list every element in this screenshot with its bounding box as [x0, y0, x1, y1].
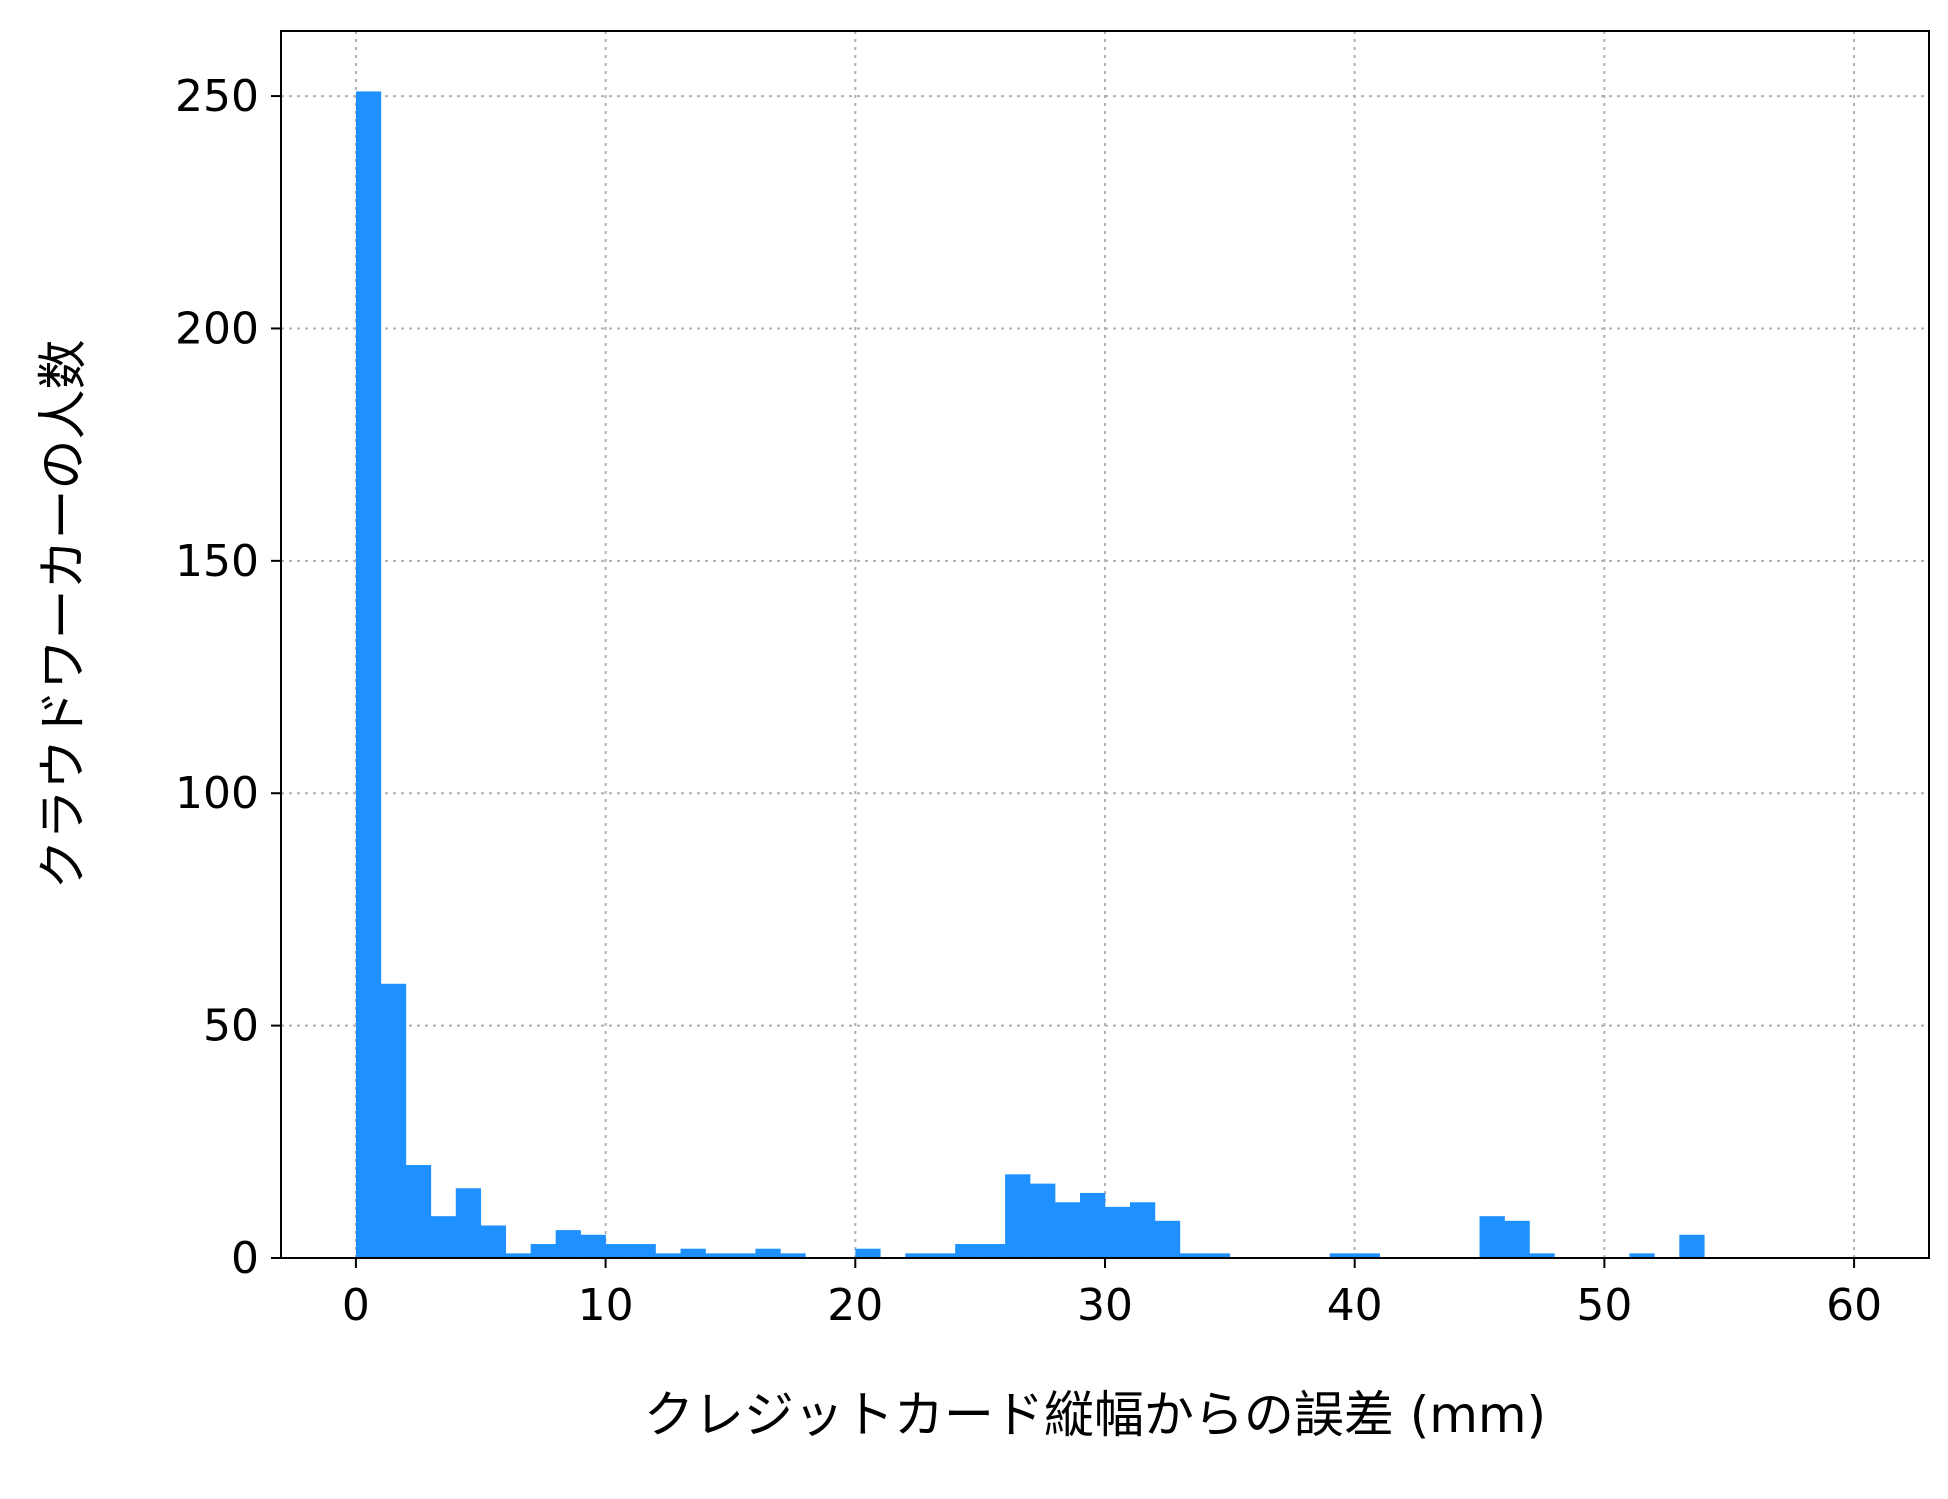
x-axis-label: クレジットカード縦幅からの誤差 (mm) — [644, 1386, 1546, 1444]
histogram-bar — [355, 91, 382, 1259]
histogram-bar — [580, 1234, 606, 1258]
x-tick-label: 60 — [1826, 1280, 1882, 1331]
histogram-bar — [1055, 1202, 1081, 1258]
histogram-bar — [430, 1216, 457, 1258]
x-tick-label: 40 — [1327, 1280, 1383, 1331]
histogram-bar — [905, 1253, 931, 1258]
histogram-bars — [355, 91, 1705, 1259]
histogram-bar — [780, 1253, 806, 1258]
histogram-bar — [1329, 1253, 1355, 1258]
histogram-bar — [380, 983, 407, 1258]
histogram-bar — [755, 1248, 781, 1258]
histogram-bar — [1529, 1253, 1555, 1258]
y-axis-label: クラウドワーカーの人数 — [34, 340, 92, 890]
histogram-bar — [730, 1253, 756, 1258]
grid-lines — [281, 31, 1929, 1259]
histogram-bar — [555, 1230, 581, 1258]
y-tick-label: 150 — [175, 536, 259, 587]
histogram-bar — [505, 1253, 531, 1258]
histogram-bar — [480, 1225, 507, 1258]
histogram-bar — [1204, 1253, 1231, 1258]
histogram-bar — [855, 1248, 881, 1258]
histogram-bar — [1080, 1192, 1106, 1258]
histogram-bar — [455, 1188, 482, 1258]
x-tick-label: 30 — [1077, 1280, 1133, 1331]
y-tick-label: 200 — [175, 303, 259, 354]
histogram-bar — [1629, 1253, 1655, 1258]
x-tick-label: 50 — [1576, 1280, 1632, 1331]
histogram-bar — [630, 1244, 656, 1258]
histogram-bar — [1129, 1202, 1156, 1258]
histogram-bar — [655, 1253, 681, 1258]
axis-ticks: 0 10 20 30 40 50 60 0 50 100 150 200 250 — [175, 71, 1882, 1331]
histogram-bar — [1354, 1253, 1380, 1258]
histogram-bar — [605, 1244, 631, 1258]
histogram-bar — [980, 1244, 1006, 1258]
y-tick-label: 0 — [231, 1233, 259, 1284]
histogram-bar — [1679, 1234, 1705, 1258]
histogram-bar — [955, 1244, 981, 1258]
histogram-bar — [1030, 1183, 1056, 1258]
histogram-bar — [1504, 1220, 1530, 1258]
histogram-bar — [1005, 1174, 1031, 1258]
histogram-bar — [530, 1244, 556, 1258]
y-tick-label: 50 — [203, 1001, 259, 1052]
histogram-bar — [680, 1248, 706, 1258]
histogram-bar — [705, 1253, 731, 1258]
histogram-bar — [930, 1253, 956, 1258]
histogram-bar — [1105, 1206, 1131, 1258]
histogram-bar — [1154, 1220, 1181, 1258]
x-tick-label: 20 — [827, 1280, 883, 1331]
y-tick-label: 250 — [175, 71, 259, 122]
histogram-bar — [405, 1165, 432, 1258]
y-tick-label: 100 — [175, 768, 259, 819]
x-tick-label: 0 — [342, 1280, 370, 1331]
x-tick-label: 10 — [578, 1280, 634, 1331]
histogram-bar — [1179, 1253, 1206, 1258]
histogram-bar — [1479, 1216, 1505, 1258]
